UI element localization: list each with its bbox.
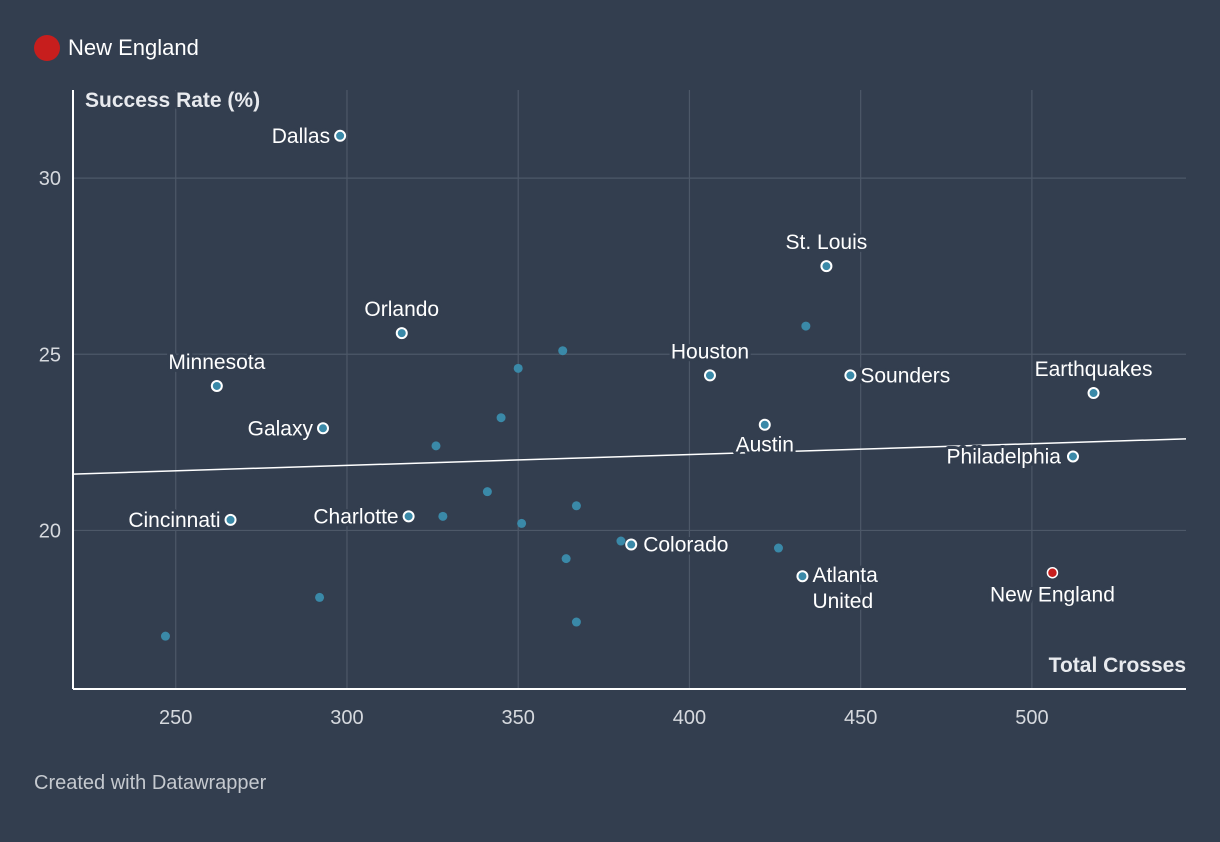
point-sounders [844, 369, 857, 382]
point-unlabeled [571, 617, 581, 627]
label-new-england: New England [990, 584, 1115, 607]
point-unlabeled [801, 321, 811, 331]
point-unlabeled [561, 554, 571, 564]
label-line: United [812, 590, 873, 613]
trendline-layer [72, 438, 1187, 475]
grid [73, 90, 1186, 689]
y-axis-title: Success Rate (%) [85, 89, 260, 112]
label-minnesota: Minnesota [168, 351, 265, 374]
x-tick-label: 300 [330, 707, 363, 729]
point-unlabeled [482, 487, 492, 497]
legend-label: New England [68, 35, 199, 60]
footer-credit: Created with Datawrapper [34, 772, 267, 794]
y-tick-label: 25 [39, 344, 61, 366]
label-sounders: Sounders [860, 364, 950, 387]
label-earthquakes: Earthquakes [1035, 358, 1153, 381]
trendline [72, 438, 1187, 475]
point-st-louis [820, 260, 833, 273]
point-minnesota [210, 379, 223, 392]
point-unlabeled [496, 413, 506, 423]
x-tick-label: 450 [844, 707, 877, 729]
label-colorado: Colorado [643, 534, 728, 557]
y-tick-label: 30 [39, 168, 61, 190]
point-unlabeled [315, 592, 325, 602]
point-unlabeled [616, 536, 626, 546]
label-austin: Austin [736, 434, 794, 457]
legend: New England [34, 35, 199, 61]
point-austin [758, 418, 771, 431]
legend-swatch-new-england [34, 35, 60, 61]
point-orlando [395, 327, 408, 340]
axes: 250 300 350 400 450 500 20 25 30 Success Rate (%)… [39, 87, 1189, 730]
label-atlanta-united: Atlanta United [812, 564, 878, 613]
point-unlabeled [558, 346, 568, 356]
point-unlabeled [517, 518, 527, 528]
point-unlabeled [160, 631, 170, 641]
point-labels: Dallas St. Louis Orlando Minnesota Houston So… [125, 122, 1155, 616]
x-tick-label: 350 [502, 707, 535, 729]
label-dallas: Dallas [272, 125, 330, 148]
point-new-england-highlight [1046, 566, 1059, 579]
x-tick-label: 250 [159, 707, 192, 729]
label-st-louis: St. Louis [786, 231, 868, 254]
y-tick-label: 20 [39, 520, 61, 542]
point-unlabeled [773, 543, 783, 553]
point-houston [703, 369, 716, 382]
x-axis-title: Total Crosses [1049, 654, 1186, 677]
point-unlabeled [438, 511, 448, 521]
x-tick-label: 500 [1015, 707, 1048, 729]
label-charlotte: Charlotte [313, 505, 398, 528]
label-cincinnati: Cincinnati [128, 509, 220, 532]
point-colorado [625, 538, 638, 551]
label-line: Atlanta [812, 564, 878, 587]
point-philadelphia [1066, 450, 1079, 463]
label-galaxy: Galaxy [248, 417, 314, 440]
label-houston: Houston [671, 340, 749, 363]
point-atlanta-united [796, 570, 809, 583]
point-galaxy [316, 422, 329, 435]
point-unlabeled [571, 501, 581, 511]
point-unlabeled [431, 441, 441, 451]
label-orlando: Orlando [364, 298, 439, 321]
point-charlotte [402, 510, 415, 523]
points [160, 129, 1100, 641]
point-dallas [334, 129, 347, 142]
point-unlabeled [513, 363, 523, 373]
point-earthquakes [1087, 387, 1100, 400]
point-cincinnati [224, 513, 237, 526]
x-tick-label: 400 [673, 707, 706, 729]
label-philadelphia: Philadelphia [947, 445, 1062, 468]
